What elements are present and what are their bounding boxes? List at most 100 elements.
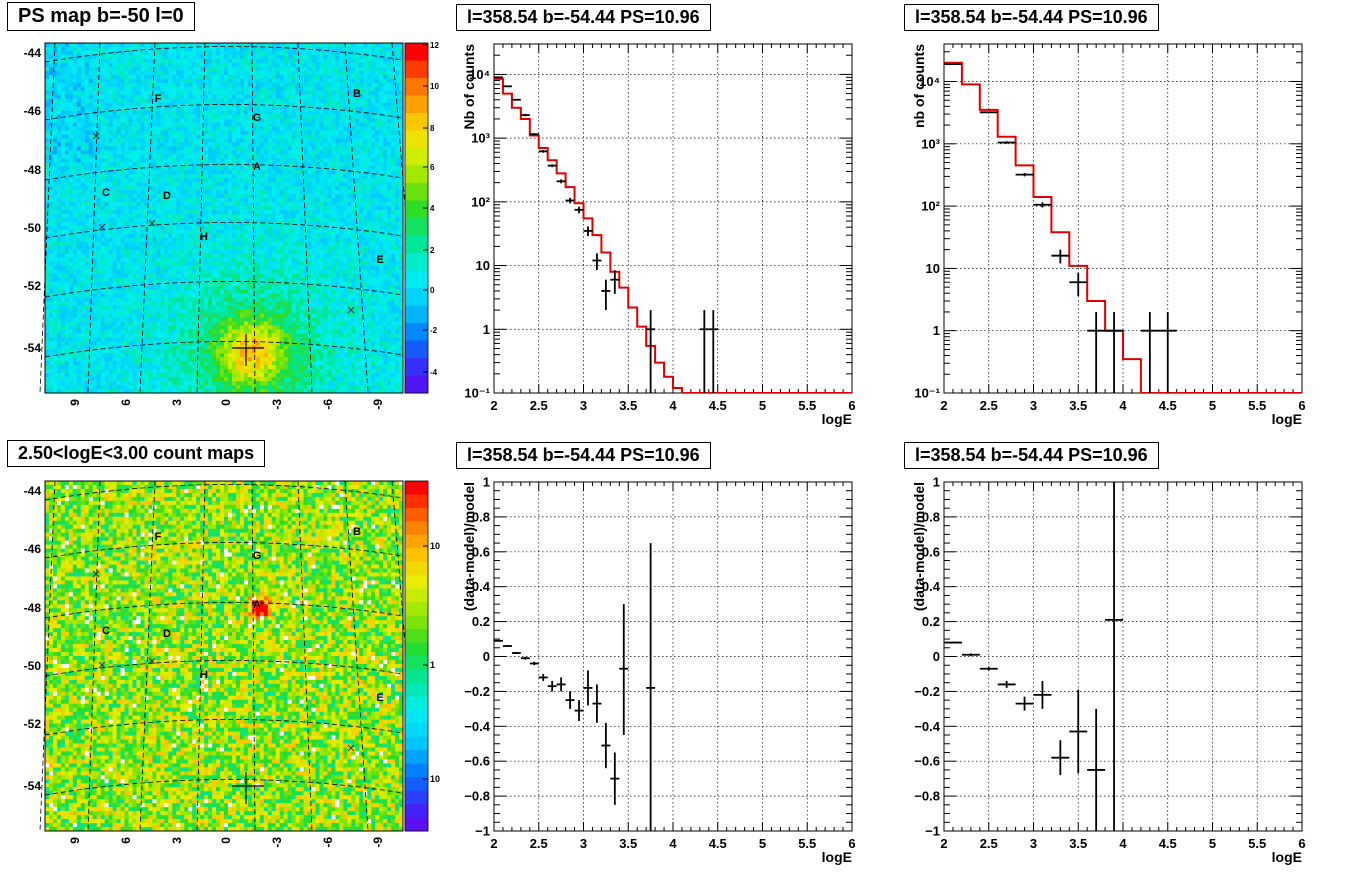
map-y-tick-label: -50 xyxy=(24,659,42,673)
map-x-tick-label: -9 xyxy=(371,837,385,848)
y-tick-label: 10² xyxy=(471,194,490,209)
y-tick-label: −0.4 xyxy=(914,719,940,734)
x-tick-label: 5.5 xyxy=(1248,836,1266,851)
colorbar-band xyxy=(405,616,428,630)
map-y-tick-label: -48 xyxy=(24,163,42,177)
y-axis-label: Nb of counts xyxy=(461,44,477,130)
x-tick-label: 2 xyxy=(940,836,947,851)
colorbar-band xyxy=(405,535,428,549)
colorbar-band xyxy=(405,656,428,670)
colorbar-band xyxy=(405,96,428,114)
x-tick-label: 5 xyxy=(1209,398,1216,413)
colorbar-band xyxy=(405,589,428,603)
colorbar-band xyxy=(405,218,428,236)
colorbar-band xyxy=(405,201,428,219)
source-label-e: E xyxy=(376,254,383,266)
colorbar-band xyxy=(405,43,428,61)
x-tick-label: 3.5 xyxy=(1069,836,1087,851)
colorbar-tick-label: -2 xyxy=(430,326,438,335)
colorbar-band xyxy=(405,562,428,576)
x-tick-label: 5 xyxy=(759,836,766,851)
map-x-tick-label: -9 xyxy=(371,399,385,410)
source-label-a: A xyxy=(253,599,261,611)
colorbar-tick-label: 4 xyxy=(430,204,435,213)
colorbar-band xyxy=(405,376,428,394)
x-tick-label: 2.5 xyxy=(530,398,548,413)
data-point xyxy=(503,86,512,87)
colorbar-band xyxy=(405,818,428,832)
map-x-tick-label: 9 xyxy=(68,399,82,406)
map-y-tick-label: -44 xyxy=(24,46,42,60)
y-tick-label: −0.2 xyxy=(914,684,940,699)
y-tick-label: −0.2 xyxy=(464,684,490,699)
map-x-tick-label: -6 xyxy=(321,837,335,848)
data-point xyxy=(944,64,962,65)
map-x-tick-label: 6 xyxy=(119,399,133,406)
data-point xyxy=(503,645,512,647)
colorbar-band xyxy=(405,78,428,96)
colorbar-band xyxy=(405,166,428,184)
colorbar-band xyxy=(405,148,428,166)
colorbar-tick-label: 2 xyxy=(430,246,435,255)
data-point xyxy=(494,77,503,78)
colorbar-band xyxy=(405,494,428,508)
spectrum-chart-left-title: l=358.54 b=-54.44 PS=10.96 xyxy=(456,4,711,31)
source-label-g: G xyxy=(253,550,262,562)
x-tick-label: 3.5 xyxy=(619,398,637,413)
source-label-e: E xyxy=(376,692,383,704)
y-tick-label: 10³ xyxy=(471,131,490,146)
data-point xyxy=(512,99,521,100)
map-x-tick-label: 3 xyxy=(170,399,184,406)
colorbar-tick-label: 0 xyxy=(430,286,435,295)
source-label-h: H xyxy=(200,669,208,681)
x-tick-label: 3 xyxy=(1030,836,1037,851)
y-axis-label: (data-model)/model xyxy=(911,482,927,611)
colorbar xyxy=(405,43,428,394)
y-tick-label: 10⁻¹ xyxy=(464,386,490,401)
colorbar-band xyxy=(405,737,428,751)
y-tick-label: 1 xyxy=(933,323,940,338)
colorbar-band xyxy=(405,602,428,616)
map-x-tick-label: -6 xyxy=(321,399,335,410)
colorbar-tick-label: -4 xyxy=(430,368,438,377)
y-tick-label: 10² xyxy=(921,199,940,214)
map-y-tick-label: -54 xyxy=(24,341,42,355)
y-tick-label: 1 xyxy=(483,322,490,337)
x-tick-label: 4.5 xyxy=(1159,398,1177,413)
data-point xyxy=(512,652,521,654)
map-x-tick-label: 3 xyxy=(170,837,184,844)
colorbar-band xyxy=(405,548,428,562)
colorbar-band xyxy=(405,723,428,737)
y-tick-label: −0.6 xyxy=(914,754,940,769)
map-x-tick-label: 0 xyxy=(219,399,233,406)
colorbar-tick-label: 10 xyxy=(430,541,440,551)
data-point xyxy=(521,114,530,116)
y-tick-label: 0 xyxy=(933,649,940,664)
colorbar-band xyxy=(405,521,428,535)
y-tick-label: 10⁻¹ xyxy=(914,386,940,401)
map-y-tick-label: -52 xyxy=(24,279,42,293)
source-label-b: B xyxy=(353,526,361,538)
colorbar-band xyxy=(405,306,428,324)
colorbar-band xyxy=(405,750,428,764)
x-tick-label: 3.5 xyxy=(619,836,637,851)
x-tick-label: 4 xyxy=(669,836,677,851)
colorbar-tick-label: 6 xyxy=(430,163,435,172)
source-label-a: A xyxy=(253,161,261,173)
map-y-tick-label: -46 xyxy=(24,104,42,118)
x-tick-label: 3 xyxy=(580,398,587,413)
data-point xyxy=(944,642,962,644)
y-tick-label: 1 xyxy=(933,475,940,490)
colorbar-band xyxy=(405,643,428,657)
data-point xyxy=(530,133,539,135)
colorbar-band xyxy=(405,508,428,522)
map-y-tick-label: -44 xyxy=(24,484,42,498)
